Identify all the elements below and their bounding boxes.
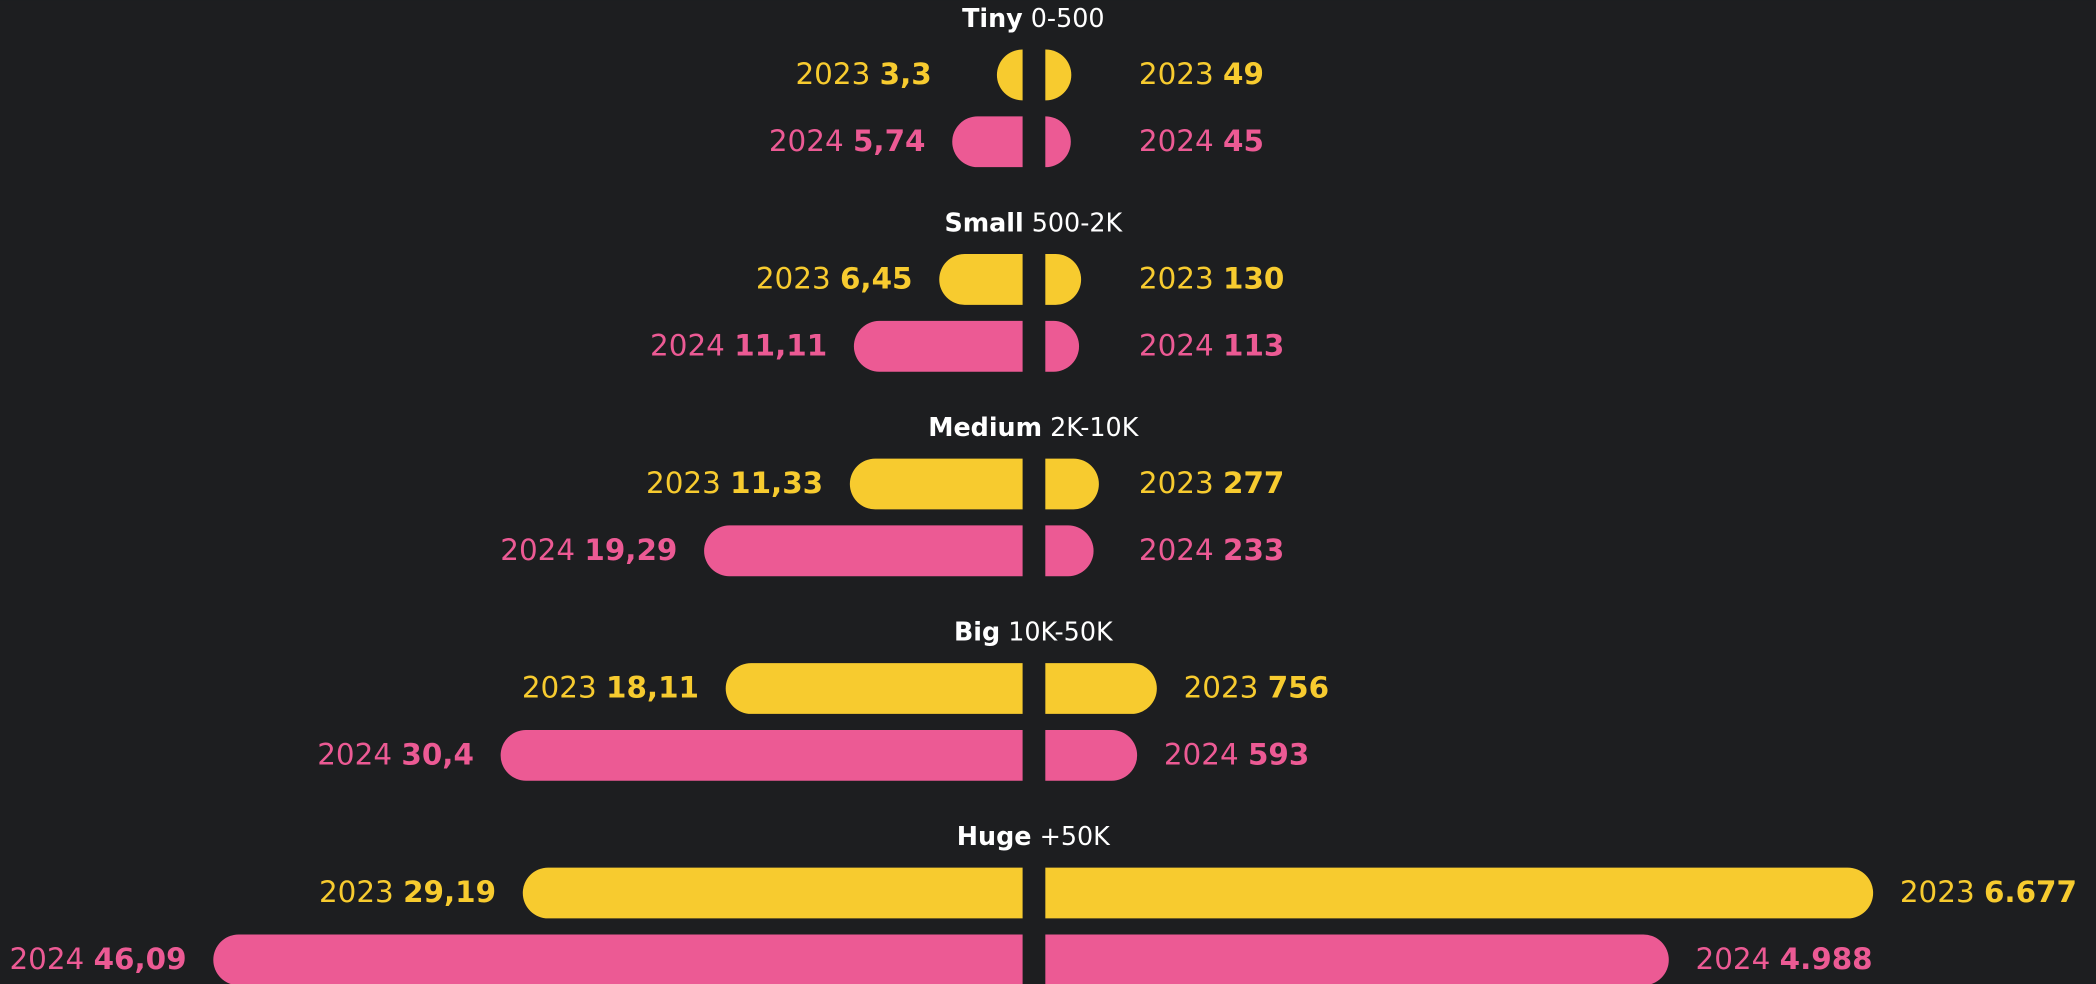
bar — [725, 663, 1023, 714]
group-title: Huge +50K — [957, 821, 1111, 851]
value-label: 2023 18,11 — [522, 670, 699, 704]
bar — [853, 320, 1023, 372]
value-label: 2023 277 — [1139, 465, 1285, 499]
value: 130 — [1223, 261, 1284, 295]
value-label: 2024 593 — [1164, 737, 1310, 771]
bar — [704, 525, 1023, 577]
bar — [1045, 254, 1082, 305]
series-name: 2023 — [1139, 56, 1214, 90]
group-title: Tiny 0-500 — [962, 3, 1104, 33]
bar — [849, 458, 1023, 510]
group-range: 10K-50K — [1008, 617, 1114, 647]
value-label: 2024 45 — [1139, 123, 1264, 157]
bar — [500, 729, 1023, 781]
group-name: Medium — [928, 412, 1042, 442]
value: 233 — [1223, 532, 1284, 566]
series-name: 2023 — [319, 875, 394, 909]
bar — [952, 116, 1023, 168]
group-title: Medium 2K-10K — [928, 412, 1139, 442]
value: 49 — [1223, 56, 1264, 90]
value-label: 2023 756 — [1184, 670, 1330, 704]
series-name: 2024 — [1164, 737, 1239, 771]
value-label: 2023 49 — [1139, 56, 1264, 90]
series-name: 2023 — [1900, 875, 1975, 909]
series-name: 2023 — [1139, 465, 1214, 499]
value-label: 2023 6.677 — [1900, 875, 2077, 909]
value: 19,29 — [584, 532, 677, 566]
value-label: 2023 11,33 — [646, 465, 823, 499]
series-name: 2024 — [650, 328, 725, 362]
group-title: Small 500-2K — [944, 208, 1123, 238]
value: 756 — [1268, 670, 1329, 704]
series-name: 2024 — [1139, 123, 1214, 157]
value-label: 2024 233 — [1139, 532, 1285, 566]
series-name: 2024 — [1139, 532, 1214, 566]
group-name: Small — [944, 208, 1023, 238]
value: 277 — [1223, 465, 1284, 499]
series-name: 2023 — [522, 670, 597, 704]
value: 593 — [1248, 737, 1309, 771]
bar — [1045, 867, 1874, 919]
value: 11,33 — [730, 465, 823, 499]
value-label: 2024 46,09 — [9, 941, 186, 975]
bar — [213, 934, 1023, 984]
value: 4.988 — [1780, 941, 1873, 975]
bar — [522, 867, 1023, 919]
group-name: Big — [954, 617, 1000, 647]
bar — [996, 49, 1023, 101]
value-label: 2024 11,11 — [650, 328, 827, 362]
value: 6,45 — [840, 261, 913, 295]
bar — [1045, 49, 1072, 101]
value: 46,09 — [94, 941, 187, 975]
value: 30,4 — [401, 737, 474, 771]
value: 6.677 — [1984, 875, 2077, 909]
series-name: 2024 — [1696, 941, 1771, 975]
bar — [1045, 663, 1157, 714]
bar — [1045, 934, 1669, 984]
bar — [1045, 116, 1071, 168]
group-range: 2K-10K — [1050, 412, 1140, 442]
value: 18,11 — [606, 670, 699, 704]
value: 5,74 — [853, 123, 926, 157]
value-label: 2024 4.988 — [1696, 941, 1873, 975]
value: 45 — [1223, 123, 1264, 157]
series-name: 2023 — [1139, 261, 1214, 295]
series-name: 2023 — [756, 261, 831, 295]
group-name: Tiny — [962, 3, 1023, 33]
group-name: Huge — [957, 821, 1032, 851]
value: 3,3 — [880, 56, 932, 90]
value-label: 2023 29,19 — [319, 875, 496, 909]
value: 113 — [1223, 328, 1284, 362]
series-name: 2023 — [1184, 670, 1259, 704]
group-range: 500-2K — [1032, 208, 1124, 238]
value-label: 2024 5,74 — [769, 123, 926, 157]
series-name: 2024 — [9, 941, 84, 975]
bar — [939, 254, 1023, 305]
series-name: 2024 — [1139, 328, 1214, 362]
value-label: 2024 19,29 — [500, 532, 677, 566]
value-label: 2024 113 — [1139, 328, 1285, 362]
value: 29,19 — [403, 875, 496, 909]
series-name: 2024 — [769, 123, 844, 157]
value-label: 2023 6,45 — [756, 261, 913, 295]
bar — [1045, 729, 1138, 781]
value: 11,11 — [734, 328, 827, 362]
group-range: 0-500 — [1031, 3, 1105, 33]
value-label: 2024 30,4 — [317, 737, 474, 771]
series-name: 2023 — [646, 465, 721, 499]
value-label: 2023 3,3 — [795, 56, 931, 90]
series-name: 2023 — [795, 56, 870, 90]
group-title: Big 10K-50K — [954, 617, 1114, 647]
bar — [1045, 458, 1099, 510]
value-label: 2023 130 — [1139, 261, 1285, 295]
series-name: 2024 — [500, 532, 575, 566]
bar — [1045, 320, 1080, 372]
bar — [1045, 525, 1094, 577]
series-name: 2024 — [317, 737, 392, 771]
group-range: +50K — [1040, 821, 1112, 851]
